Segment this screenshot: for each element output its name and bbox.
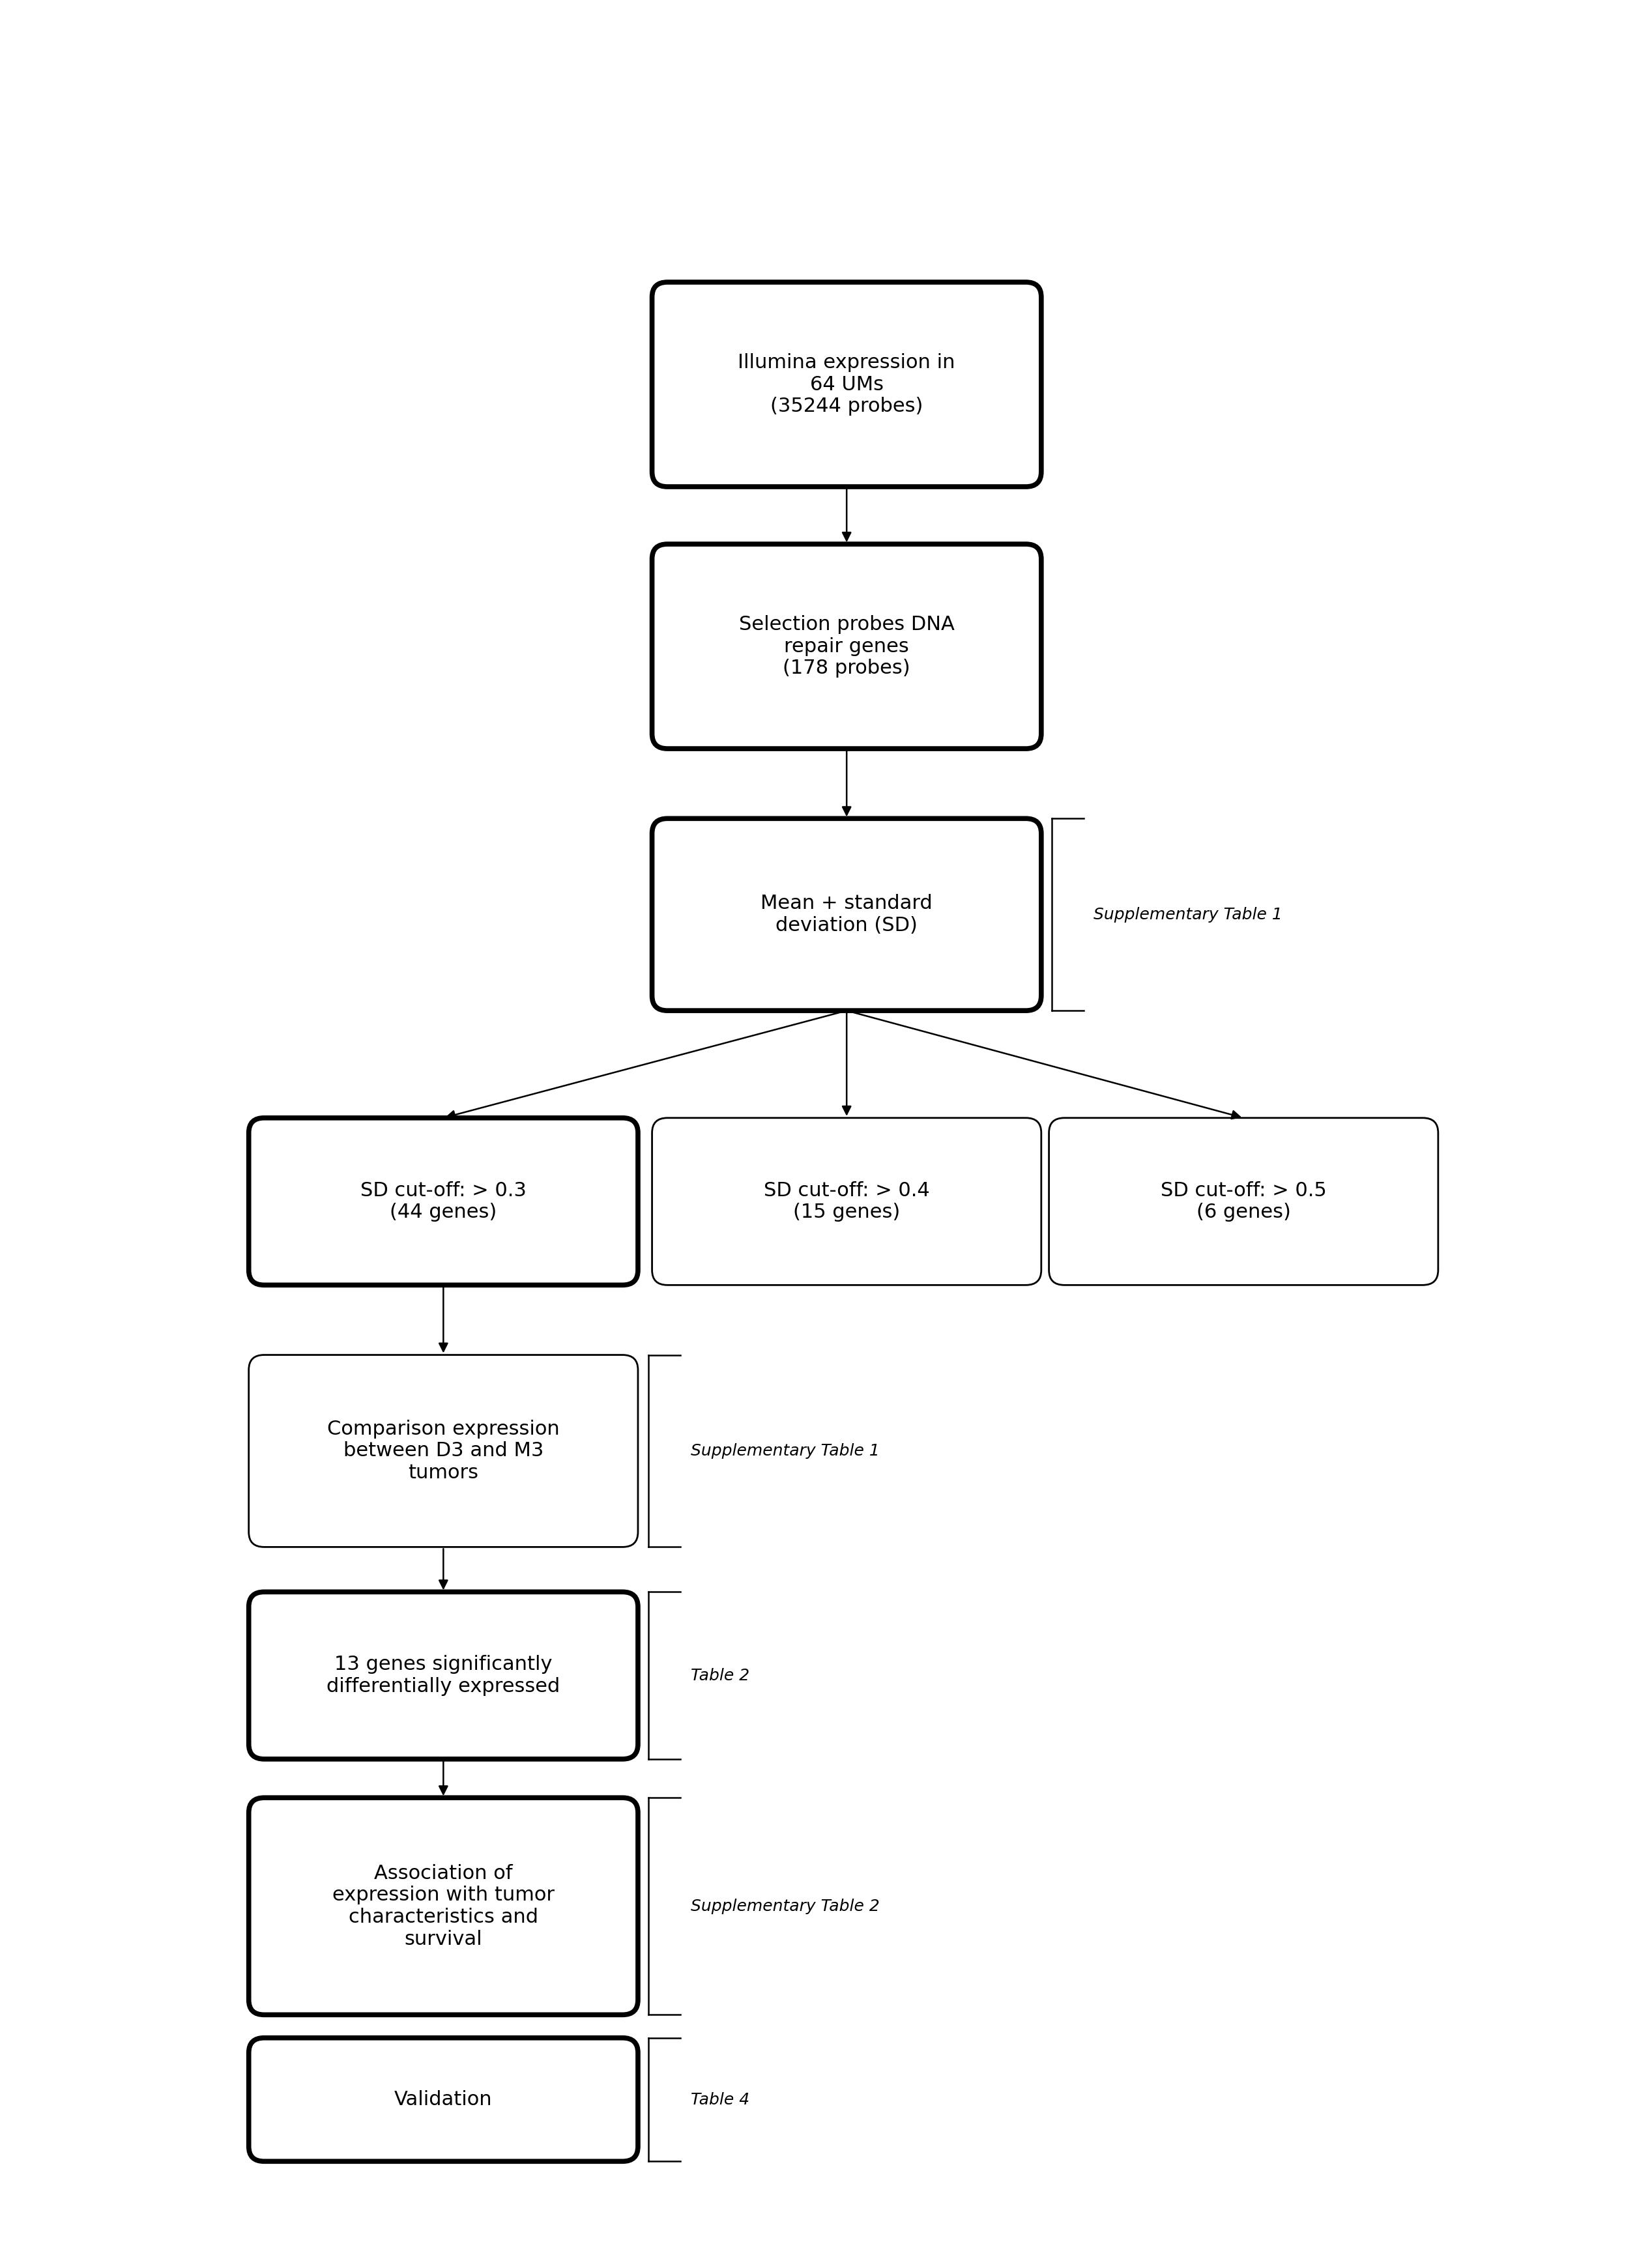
Text: 13 genes significantly
differentially expressed: 13 genes significantly differentially ex… (327, 1656, 560, 1696)
Text: Association of
expression with tumor
characteristics and
survival: Association of expression with tumor cha… (332, 1864, 555, 1948)
FancyBboxPatch shape (249, 2039, 638, 2161)
FancyBboxPatch shape (249, 1592, 638, 1760)
Text: Validation: Validation (395, 2091, 492, 2109)
Text: Comparison expression
between D3 and M3
tumors: Comparison expression between D3 and M3 … (327, 1420, 560, 1483)
FancyBboxPatch shape (653, 544, 1041, 748)
Text: Table 4: Table 4 (691, 2091, 750, 2107)
FancyBboxPatch shape (249, 1354, 638, 1547)
FancyBboxPatch shape (653, 1118, 1041, 1286)
Text: SD cut-off: > 0.3
(44 genes): SD cut-off: > 0.3 (44 genes) (360, 1182, 527, 1222)
FancyBboxPatch shape (249, 1118, 638, 1286)
FancyBboxPatch shape (653, 281, 1041, 488)
Text: Mean + standard
deviation (SD): Mean + standard deviation (SD) (760, 894, 933, 934)
Text: Illumina expression in
64 UMs
(35244 probes): Illumina expression in 64 UMs (35244 pro… (738, 354, 955, 415)
Text: Selection probes DNA
repair genes
(178 probes): Selection probes DNA repair genes (178 p… (738, 615, 955, 678)
FancyBboxPatch shape (249, 1799, 638, 2014)
FancyBboxPatch shape (1049, 1118, 1439, 1286)
Text: Supplementary Table 1: Supplementary Table 1 (1094, 907, 1282, 923)
FancyBboxPatch shape (653, 819, 1041, 1012)
Text: Supplementary Table 1: Supplementary Table 1 (691, 1442, 879, 1458)
Text: Table 2: Table 2 (691, 1667, 750, 1683)
Text: Supplementary Table 2: Supplementary Table 2 (691, 1898, 879, 1914)
Text: SD cut-off: > 0.4
(15 genes): SD cut-off: > 0.4 (15 genes) (763, 1182, 930, 1222)
Text: SD cut-off: > 0.5
(6 genes): SD cut-off: > 0.5 (6 genes) (1161, 1182, 1327, 1222)
